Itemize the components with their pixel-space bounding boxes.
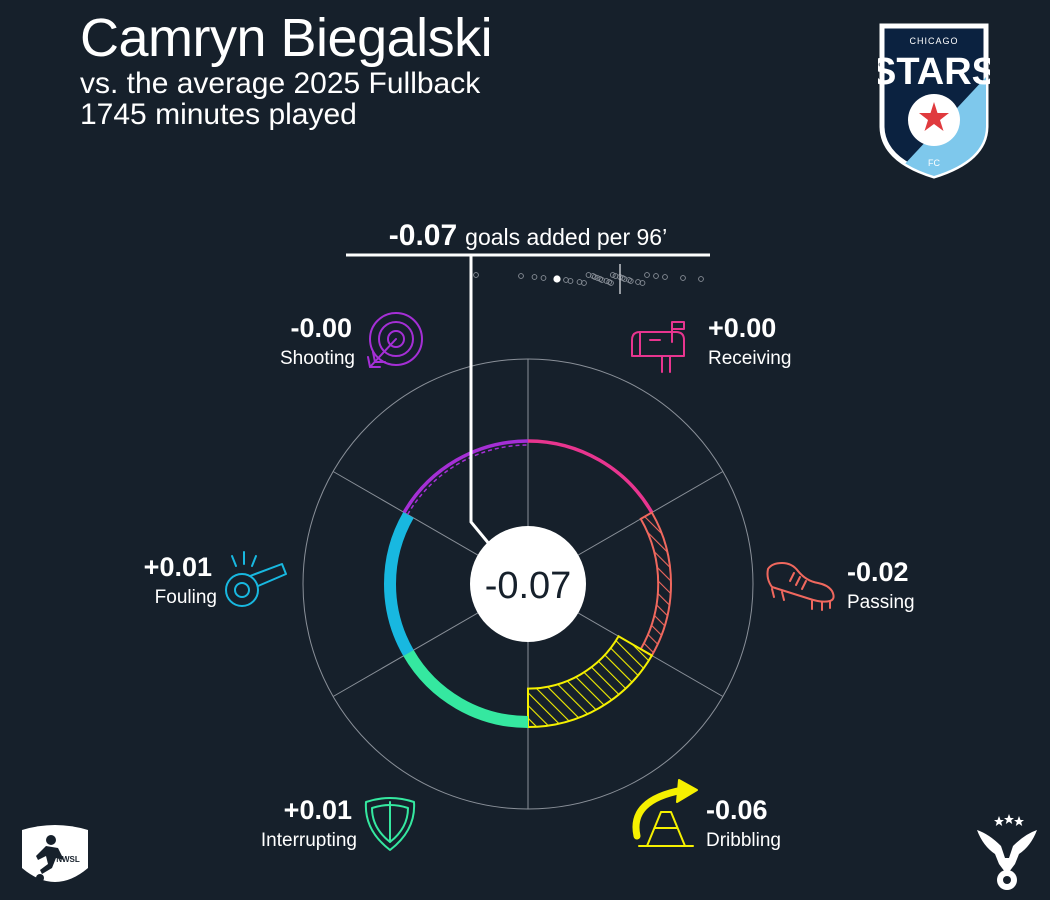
sector-interrupting [403,649,529,728]
distribution-point [473,272,479,278]
sector-dribbling [527,634,654,729]
category-label-passing: Passing [847,592,915,613]
distribution-point [635,279,641,285]
minutes-played: 1745 minutes played [80,98,357,131]
distribution-point [567,278,574,284]
total-label: -0.07 goals added per 96’ [389,219,667,252]
distribution-point [576,279,583,285]
nwsl-logo: NWSL [22,825,88,882]
sector-shooting [402,439,529,514]
header: Camryn Biegalski vs. the average 2025 Fu… [80,8,493,131]
comparison-text: vs. the average 2025 Fullback [80,67,481,100]
center-value: -0.07 [485,565,572,607]
distribution-highlight-point [553,275,561,283]
distribution-point [563,277,569,283]
crest-top-text: CHICAGO [909,36,958,46]
player-name: Camryn Biegalski [80,8,493,68]
sector-fouling [384,512,414,656]
total-value: -0.07 [389,219,457,252]
category-label-interrupting: Interrupting [261,830,357,851]
connector-line [469,256,492,546]
crest-bottom-text: FC [928,158,940,168]
sector-hatch-shooting [406,444,529,515]
distribution-point [591,274,598,280]
target-icon [367,312,423,368]
mailbox-icon [631,321,685,373]
value-label-interrupting: +0.01 [284,795,352,825]
sector-receiving [527,439,654,514]
value-label-fouling: +0.01 [144,552,212,582]
distribution-point [581,280,587,286]
distribution-point [594,275,601,281]
distribution-point [644,272,650,278]
team-crest-logo: CHICAGO STARS FC [878,23,990,179]
category-label-shooting: Shooting [280,348,355,369]
value-label-dribbling: -0.06 [706,795,768,825]
category-label-dribbling: Dribbling [706,830,781,851]
distribution-point [653,273,659,279]
total-unit-text: goals added per 96’ [465,224,667,250]
distribution-point [608,280,614,286]
distribution-point [680,275,686,281]
value-label-receiving: +0.00 [708,313,776,343]
crest-main-text: STARS [878,51,990,93]
category-label-fouling: Fouling [155,587,217,608]
distribution-point [627,278,634,284]
cone-dribble-icon [632,779,698,847]
value-label-passing: -0.02 [847,557,909,587]
distribution-point [540,275,547,281]
distribution-point [518,273,524,279]
distribution-point [531,274,538,280]
whistle-icon [225,551,287,607]
nwsl-logo-text: NWSL [56,855,80,864]
distribution-point [698,276,704,282]
shield-icon [364,797,416,851]
sector-passing [639,511,672,657]
distribution-point [585,272,592,278]
distribution-point [609,272,616,278]
soccer-cleat-icon [766,562,835,611]
distribution-point [639,280,646,286]
category-label-receiving: Receiving [708,348,791,369]
distribution-point [662,274,668,280]
distribution-point [603,278,610,284]
eagle-emblem-icon [977,814,1037,890]
value-label-shooting: -0.00 [290,313,352,343]
center-circle [470,526,586,642]
